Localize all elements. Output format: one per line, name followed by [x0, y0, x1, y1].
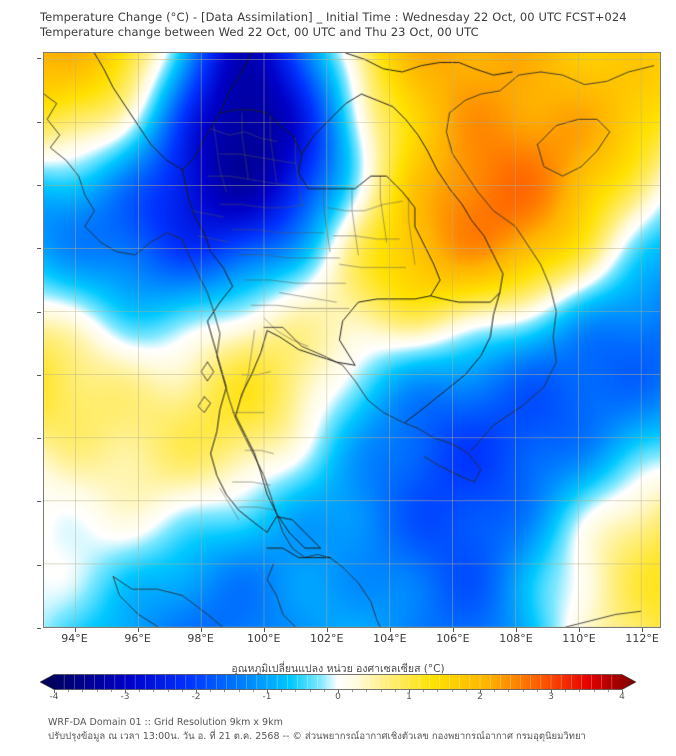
colorbar-tick-label: -1: [262, 692, 272, 702]
x-axis-tick-mark: [263, 628, 265, 632]
x-axis-tick-mark: [452, 628, 454, 632]
colorbar-minor-tick: [366, 690, 368, 692]
colorbar-tick-mark: [409, 690, 410, 693]
x-axis-tick-label: 106°E: [436, 632, 470, 645]
x-axis-tick-mark: [642, 628, 644, 632]
y-axis-tick-mark: [37, 311, 41, 313]
y-axis-tick-mark: [37, 374, 41, 376]
colorbar-tick-mark: [125, 690, 126, 693]
colorbar-minor-tick: [423, 690, 425, 692]
x-axis-tick-label: 110°E: [562, 632, 596, 645]
colorbar-minor-tick: [323, 690, 325, 692]
y-axis-tick-mark: [37, 438, 41, 440]
colorbar-minor-tick: [181, 690, 183, 692]
footer-line-2: ปรับปรุงข้อมูล ณ เวลา 13:00น. วัน อ. ที่…: [48, 731, 586, 742]
y-axis-tick-mark: [37, 501, 41, 503]
colorbar-tick-mark: [480, 690, 481, 693]
colorbar-minor-tick: [352, 690, 354, 692]
colorbar-minor-tick: [451, 690, 453, 692]
x-axis-tick-mark: [515, 628, 517, 632]
colorbar-minor-tick: [508, 690, 510, 692]
colorbar-minor-tick: [593, 690, 595, 692]
colorbar-minor-tick: [96, 690, 98, 692]
x-axis-tick-mark: [389, 628, 391, 632]
colorbar-minor-tick: [68, 690, 70, 692]
x-axis-tick-label: 94°E: [61, 632, 88, 645]
colorbar-minor-tick: [139, 690, 141, 692]
colorbar-minor-tick: [281, 690, 283, 692]
colorbar-minor-tick: [494, 690, 496, 692]
title-line-1: Temperature Change (°C) - [Data Assimila…: [40, 10, 627, 24]
colorbar-tick-mark: [54, 690, 55, 693]
x-axis-tick-label: 102°E: [310, 632, 344, 645]
y-axis-tick-mark: [37, 58, 41, 60]
footer-block: WRF-DA Domain 01 :: Grid Resolution 9km …: [48, 716, 668, 744]
x-axis-tick-mark: [200, 628, 202, 632]
colorbar-tick-mark: [338, 690, 339, 693]
x-axis-tick-label: 108°E: [499, 632, 533, 645]
map-plot-area[interactable]: [43, 52, 661, 628]
colorbar-minor-tick: [167, 690, 169, 692]
x-axis-tick-mark: [326, 628, 328, 632]
colorbar-minor-tick: [565, 690, 567, 692]
colorbar-tick-label: 2: [477, 692, 483, 702]
colorbar-tick-mark: [196, 690, 197, 693]
colorbar-minor-tick: [224, 690, 226, 692]
colorbar-tick-mark: [267, 690, 268, 693]
colorbar-minor-tick: [522, 690, 524, 692]
x-axis-tick-label: 112°E: [625, 632, 659, 645]
colorbar-minor-tick: [579, 690, 581, 692]
colorbar-tick-label: 3: [548, 692, 554, 702]
x-axis-tick-label: 98°E: [187, 632, 214, 645]
colorbar-minor-tick: [110, 690, 112, 692]
colorbar-minor-tick: [210, 690, 212, 692]
colorbar-minor-tick: [465, 690, 467, 692]
colorbar-tick-label: -4: [49, 692, 59, 702]
colorbar-minor-tick: [437, 690, 439, 692]
colorbar-tick-label: 0: [335, 692, 341, 702]
colorbar-label: อุณหภูมิเปลี่ยนแปลง หน่วย องศาเซลเซียส (…: [231, 663, 445, 675]
colorbar-tick-label: -2: [191, 692, 201, 702]
colorbar-tick-label: 1: [406, 692, 412, 702]
footer-line-1: WRF-DA Domain 01 :: Grid Resolution 9km …: [48, 717, 283, 728]
colorbar-minor-tick: [607, 690, 609, 692]
y-axis-tick-mark: [37, 184, 41, 186]
title-line-2: Temperature change between Wed 22 Oct, 0…: [40, 25, 479, 39]
colorbar-tick-label: -3: [120, 692, 130, 702]
colorbar-minor-tick: [82, 690, 84, 692]
colorbar-tick-label: 4: [619, 692, 625, 702]
chart-title-block: Temperature Change (°C) - [Data Assimila…: [40, 10, 660, 40]
colorbar-minor-tick: [252, 690, 254, 692]
colorbar-minor-tick: [536, 690, 538, 692]
y-axis-tick-mark: [37, 248, 41, 250]
x-axis-tick-mark: [74, 628, 76, 632]
colorbar-tick-mark: [622, 690, 623, 693]
x-axis-tick-label: 96°E: [124, 632, 151, 645]
colorbar: อุณหภูมิเปลี่ยนแปลง หน่วย องศาเซลเซียส (…: [0, 660, 676, 710]
colorbar-minor-tick: [295, 690, 297, 692]
x-axis-tick-mark: [137, 628, 139, 632]
y-axis-tick-mark: [37, 564, 41, 566]
colorbar-tick-mark: [551, 690, 552, 693]
temperature-change-heatmap: [44, 53, 660, 627]
colorbar-minor-tick: [394, 690, 396, 692]
colorbar-minor-tick: [380, 690, 382, 692]
x-axis-tick-label: 100°E: [246, 632, 281, 645]
colorbar-minor-tick: [309, 690, 311, 692]
x-axis-tick-label: 104°E: [373, 632, 407, 645]
x-axis-tick-mark: [579, 628, 581, 632]
colorbar-minor-tick: [153, 690, 155, 692]
y-axis-tick-mark: [37, 121, 41, 123]
colorbar-gradient: [40, 674, 636, 690]
y-axis-tick-mark: [37, 628, 41, 629]
colorbar-minor-tick: [238, 690, 240, 692]
